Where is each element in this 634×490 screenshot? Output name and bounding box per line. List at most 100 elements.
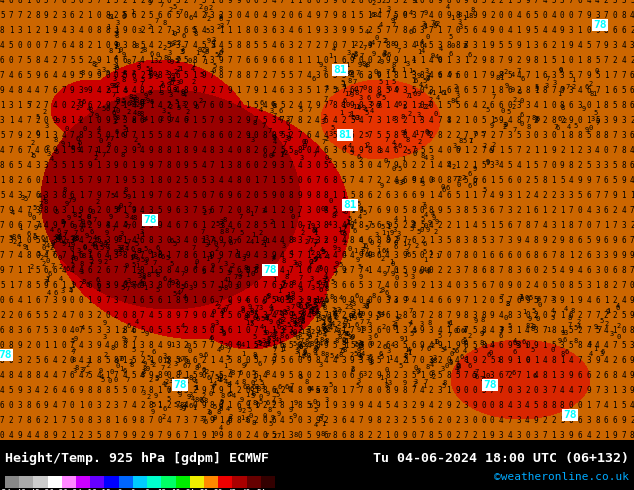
Text: 5: 5 (33, 233, 37, 239)
Text: 0: 0 (254, 131, 259, 140)
Text: 0: 0 (114, 358, 119, 364)
Text: 9: 9 (96, 221, 101, 230)
Text: 5: 5 (131, 262, 136, 268)
Text: 9: 9 (44, 401, 48, 410)
Text: 3: 3 (595, 11, 600, 20)
Text: 7: 7 (421, 202, 425, 208)
Text: 5: 5 (321, 249, 326, 255)
Text: 3: 3 (175, 41, 179, 50)
Text: 1: 1 (149, 116, 153, 125)
Text: 0: 0 (44, 146, 48, 155)
Text: 2: 2 (53, 11, 57, 20)
Text: 7: 7 (140, 351, 144, 357)
Text: 3: 3 (586, 146, 591, 155)
Text: 5: 5 (174, 58, 179, 64)
Text: 4: 4 (616, 303, 620, 309)
Text: 0: 0 (122, 311, 127, 320)
Text: 7: 7 (113, 431, 119, 440)
Text: 7: 7 (131, 281, 136, 290)
Text: 7: 7 (578, 386, 582, 395)
Text: 3: 3 (278, 398, 281, 404)
Text: 9: 9 (219, 251, 223, 260)
Text: 9: 9 (411, 0, 416, 5)
Text: 2: 2 (423, 104, 427, 110)
Text: 1: 1 (0, 101, 4, 110)
Text: 1: 1 (262, 86, 267, 95)
Text: 3: 3 (595, 206, 600, 215)
Text: 4: 4 (184, 401, 188, 410)
Text: 4: 4 (379, 22, 384, 27)
Text: 0: 0 (280, 296, 285, 305)
Text: 1: 1 (70, 161, 75, 170)
Text: 4: 4 (210, 311, 215, 320)
Text: 5: 5 (272, 134, 276, 140)
Text: 7: 7 (0, 236, 4, 245)
Text: 8: 8 (516, 116, 521, 125)
Text: 0: 0 (262, 414, 267, 419)
Text: 5: 5 (288, 71, 294, 80)
Text: 0: 0 (490, 416, 495, 425)
Text: 9: 9 (166, 116, 171, 125)
Text: 7: 7 (499, 56, 503, 65)
Text: 0: 0 (595, 119, 599, 124)
Text: 6: 6 (490, 206, 495, 215)
Text: 0: 0 (254, 11, 259, 20)
Text: 6: 6 (512, 340, 517, 346)
Text: 0: 0 (0, 341, 4, 350)
Text: 3: 3 (272, 336, 276, 342)
Text: 7: 7 (342, 318, 346, 323)
Text: 8: 8 (133, 215, 137, 221)
Text: 7: 7 (264, 433, 269, 439)
Text: 4: 4 (424, 155, 428, 161)
Text: 1: 1 (112, 68, 116, 74)
Text: 8: 8 (26, 371, 31, 380)
Text: 8: 8 (630, 431, 634, 440)
Text: 8: 8 (245, 26, 250, 35)
Text: 9: 9 (149, 191, 153, 200)
Text: 7: 7 (182, 377, 186, 383)
Text: 5: 5 (259, 399, 262, 405)
Text: 1: 1 (332, 56, 337, 65)
Text: 3: 3 (337, 247, 341, 253)
Text: 0: 0 (306, 303, 310, 309)
Text: 2: 2 (368, 26, 372, 35)
Text: 4: 4 (59, 276, 63, 282)
Text: 9: 9 (269, 319, 273, 325)
Text: 4: 4 (543, 356, 547, 365)
Text: 1: 1 (281, 345, 285, 352)
Text: 1: 1 (29, 151, 34, 157)
Text: 5: 5 (446, 321, 451, 327)
Text: 7: 7 (297, 71, 302, 80)
Text: 8: 8 (254, 221, 259, 230)
Text: 5: 5 (482, 187, 487, 193)
Text: 2: 2 (324, 251, 328, 260)
Text: 1: 1 (201, 251, 206, 260)
Text: 5: 5 (365, 132, 369, 138)
Text: 5: 5 (79, 71, 84, 80)
Text: 7: 7 (463, 371, 469, 380)
Text: 7: 7 (155, 18, 158, 24)
Text: 9: 9 (505, 83, 508, 89)
Text: 4: 4 (180, 323, 184, 329)
Text: 9: 9 (108, 214, 113, 220)
Text: 0: 0 (228, 281, 232, 290)
Text: 5: 5 (201, 206, 206, 215)
Text: 4: 4 (366, 252, 371, 258)
Text: 4: 4 (621, 296, 626, 305)
Text: 5: 5 (481, 386, 486, 395)
Text: 8: 8 (313, 347, 316, 354)
Text: 9: 9 (558, 339, 562, 344)
Text: 8: 8 (210, 401, 215, 410)
Text: 8: 8 (320, 351, 325, 357)
Text: 9: 9 (621, 176, 626, 185)
Text: 5: 5 (490, 356, 495, 365)
Text: 2: 2 (45, 145, 49, 151)
Text: 0: 0 (212, 68, 216, 74)
Text: 0: 0 (412, 151, 417, 157)
Text: 7: 7 (184, 311, 188, 320)
Text: 0: 0 (87, 401, 92, 410)
Text: 9: 9 (271, 135, 276, 141)
Text: 5: 5 (35, 281, 39, 290)
Text: 6: 6 (271, 26, 276, 35)
Text: 3: 3 (472, 41, 477, 50)
